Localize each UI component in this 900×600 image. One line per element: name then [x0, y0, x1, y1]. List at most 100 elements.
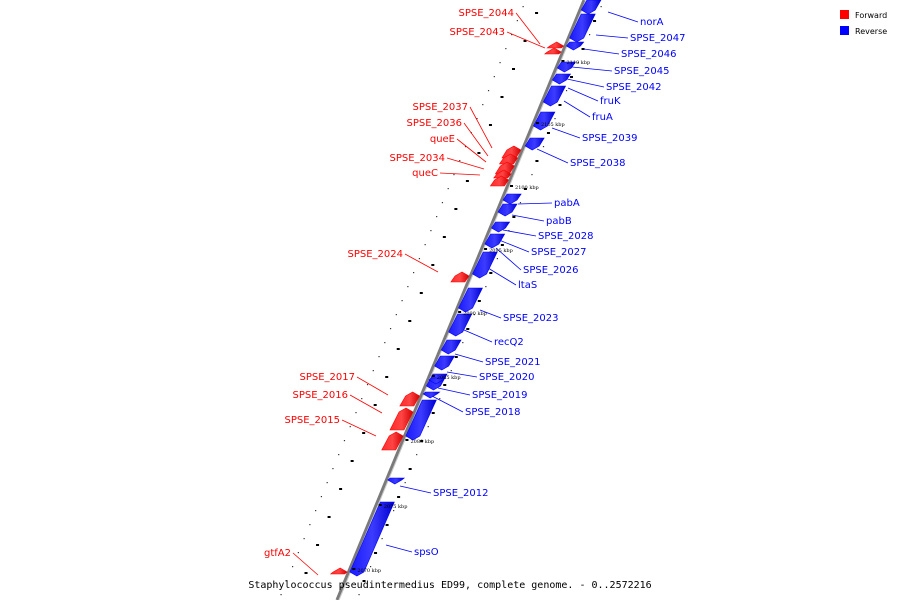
- gene-label-pabb[interactable]: pabB: [546, 216, 572, 227]
- gene-label-spse-2039[interactable]: SPSE_2039: [582, 133, 638, 144]
- tick-dot: [589, 34, 591, 36]
- gene-label-spso[interactable]: spsO: [414, 547, 439, 558]
- scale-label: 2110 kbp: [566, 60, 590, 66]
- leader-recq2: [463, 329, 493, 343]
- gene-label-quee[interactable]: queE: [430, 134, 455, 145]
- gene-arrow-quec[interactable]: [489, 175, 509, 187]
- gene-label-spse-2047[interactable]: SPSE_2047: [630, 33, 686, 44]
- major-tick-marks: [304, 12, 597, 582]
- gene-label-gtfa2[interactable]: gtfA2: [264, 548, 291, 559]
- gene-arrow-fruk[interactable]: [542, 85, 567, 107]
- tick-dot: [320, 496, 323, 498]
- leader-spse-2036: [463, 122, 489, 157]
- tick-dot: [349, 426, 351, 428]
- gene-arrow-spse-2023[interactable]: [440, 339, 462, 355]
- gene-label-spse-2017[interactable]: SPSE_2017: [300, 372, 356, 383]
- leader-spse-2018: [431, 395, 464, 413]
- tick-dash: [408, 320, 412, 322]
- gene-label-nora[interactable]: norA: [640, 17, 664, 28]
- tick-dash: [523, 40, 527, 42]
- scale-tick: [352, 568, 356, 570]
- gene-label-spse-2043[interactable]: SPSE_2043: [450, 27, 506, 38]
- gene-arrow-spse-2042[interactable]: [551, 73, 572, 85]
- gene-arrow-spse-2015[interactable]: [381, 431, 404, 451]
- tick-dash: [535, 12, 539, 14]
- tick-dash: [512, 68, 516, 70]
- gene-label-spse-2012[interactable]: SPSE_2012: [433, 488, 489, 499]
- tick-dot: [464, 146, 467, 148]
- gene-label-spse-2034[interactable]: SPSE_2034: [390, 153, 446, 164]
- gene-arrow-pabb[interactable]: [491, 221, 511, 233]
- gene-label-spse-2021[interactable]: SPSE_2021: [485, 357, 541, 368]
- gene-arrow-spse-2043[interactable]: [543, 47, 562, 55]
- gene-arrow-spse-2026[interactable]: [458, 287, 483, 313]
- gene-arrow-gtfa2[interactable]: [329, 567, 348, 575]
- gene-arrow-spse-2045[interactable]: [556, 61, 577, 73]
- genome-caption: Staphylococcus pseudintermedius ED99, co…: [248, 580, 651, 591]
- gene-label-spse-2028[interactable]: SPSE_2028: [538, 231, 594, 242]
- gene-arrow-spse-2046[interactable]: [565, 41, 585, 51]
- gene-label-spse-2020[interactable]: SPSE_2020: [479, 372, 535, 383]
- gene-label-quec[interactable]: queC: [412, 168, 438, 179]
- scale-label: 2070 kbp: [357, 568, 381, 574]
- tick-dot: [366, 384, 369, 386]
- gene-label-spse-2018[interactable]: SPSE_2018: [465, 407, 521, 418]
- gene-label-spse-2045[interactable]: SPSE_2045: [614, 66, 670, 77]
- tick-dot: [522, 6, 524, 8]
- gene-label-spse-2038[interactable]: SPSE_2038: [570, 158, 626, 169]
- gene-label-spse-2044[interactable]: SPSE_2044: [459, 8, 515, 19]
- leader-spse-2019: [437, 387, 471, 396]
- gene-arrow-spso[interactable]: [349, 501, 395, 577]
- gene-arrow-spse-2047[interactable]: [569, 13, 596, 43]
- scale-tick: [561, 60, 565, 62]
- tick-dot: [542, 146, 545, 148]
- gene-label-spse-2042[interactable]: SPSE_2042: [606, 82, 662, 93]
- gene-label-spse-2019[interactable]: SPSE_2019: [472, 390, 528, 401]
- gene-label-frua[interactable]: fruA: [592, 112, 613, 123]
- gene-label-spse-2015[interactable]: SPSE_2015: [285, 415, 341, 426]
- gene-arrow-spse-2019[interactable]: [422, 391, 441, 399]
- scale-tick: [405, 439, 409, 441]
- gene-label-spse-2046[interactable]: SPSE_2046: [621, 49, 677, 60]
- gene-arrow-spse-2020[interactable]: [428, 377, 447, 385]
- tick-dash: [316, 544, 320, 546]
- gene-label-ltas[interactable]: ltaS: [518, 280, 537, 291]
- gene-label-spse-2016[interactable]: SPSE_2016: [293, 390, 349, 401]
- gene-arrow-spse-2017[interactable]: [399, 391, 421, 407]
- tick-dot: [358, 594, 360, 596]
- tick-dot: [482, 104, 484, 106]
- gene-label-spse-2024[interactable]: SPSE_2024: [348, 249, 404, 260]
- gene-label-fruk[interactable]: fruK: [600, 96, 621, 107]
- gene-arrow-ltas[interactable]: [448, 313, 473, 337]
- gene-label-paba[interactable]: pabA: [554, 198, 580, 209]
- gene-arrow-spse-2038[interactable]: [502, 193, 522, 205]
- gene-arrow-recq2[interactable]: [434, 355, 455, 371]
- gene-label-spse-2036[interactable]: SPSE_2036: [407, 118, 463, 129]
- tick-dot: [476, 118, 478, 120]
- gene-arrow-spse-2018[interactable]: [405, 399, 437, 441]
- gene-arrow-paba[interactable]: [497, 203, 518, 217]
- leader-spse-2037: [469, 106, 493, 149]
- gene-label-spse-2026[interactable]: SPSE_2026: [523, 265, 579, 276]
- gene-label-spse-2027[interactable]: SPSE_2027: [531, 247, 587, 258]
- tick-dot: [404, 482, 406, 484]
- gene-arrow-nora[interactable]: [580, 0, 602, 15]
- leader-spse-2012: [399, 485, 432, 494]
- tick-dash: [362, 580, 366, 582]
- tick-dash: [489, 272, 493, 274]
- gene-label-spse-2023[interactable]: SPSE_2023: [503, 313, 559, 324]
- gene-arrow-spse-2044[interactable]: [546, 41, 565, 49]
- tick-dot: [424, 244, 426, 246]
- gene-arrow-spse-2016[interactable]: [389, 407, 414, 431]
- gene-arrow-spse-2027[interactable]: [472, 251, 498, 279]
- tick-dot: [407, 286, 409, 288]
- gene-label-recq2[interactable]: recQ2: [494, 337, 524, 348]
- gene-arrow-spse-2012[interactable]: [387, 477, 406, 485]
- gene-arrow-spse-2039[interactable]: [524, 137, 545, 151]
- gene-arrow-spse-2024[interactable]: [450, 271, 470, 283]
- leader-ltas: [487, 267, 517, 286]
- gene-label-spse-2037[interactable]: SPSE_2037: [413, 102, 469, 113]
- gene-arrow-frua[interactable]: [533, 111, 556, 131]
- gene-arrow-spse-2028[interactable]: [484, 233, 506, 249]
- tick-dot: [418, 258, 420, 260]
